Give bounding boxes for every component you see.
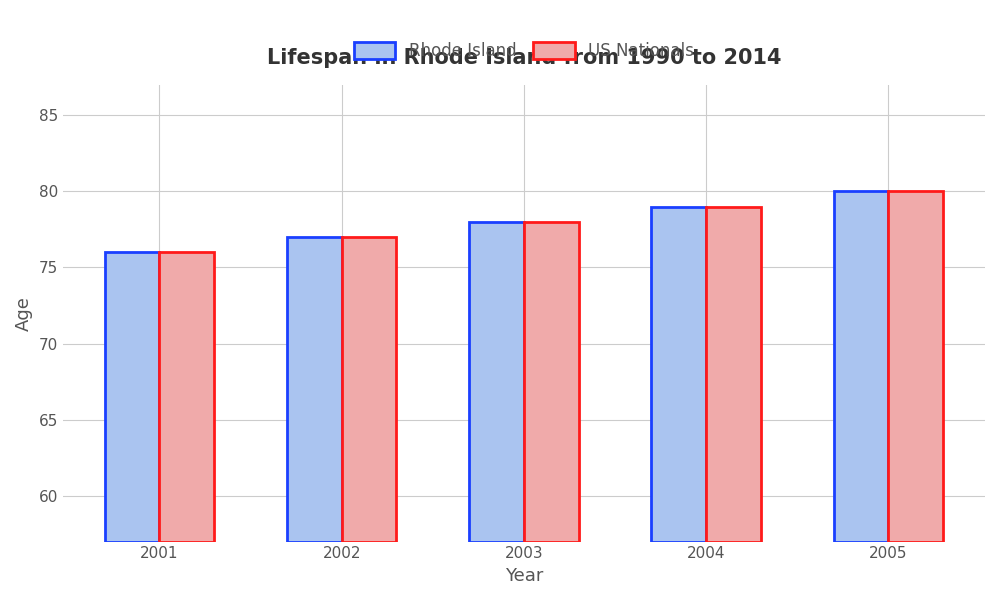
Bar xyxy=(706,206,761,542)
Title: Lifespan in Rhode Island from 1990 to 2014: Lifespan in Rhode Island from 1990 to 20… xyxy=(267,48,781,68)
Bar xyxy=(834,191,888,542)
Bar xyxy=(888,191,943,542)
X-axis label: Year: Year xyxy=(505,567,543,585)
Bar xyxy=(159,252,214,542)
Bar xyxy=(287,237,342,542)
Bar xyxy=(651,206,706,542)
Bar xyxy=(469,222,524,542)
Y-axis label: Age: Age xyxy=(15,296,33,331)
Bar xyxy=(342,237,396,542)
Legend: Rhode Island, US Nationals: Rhode Island, US Nationals xyxy=(345,34,702,68)
Bar xyxy=(524,222,579,542)
Bar xyxy=(105,252,159,542)
